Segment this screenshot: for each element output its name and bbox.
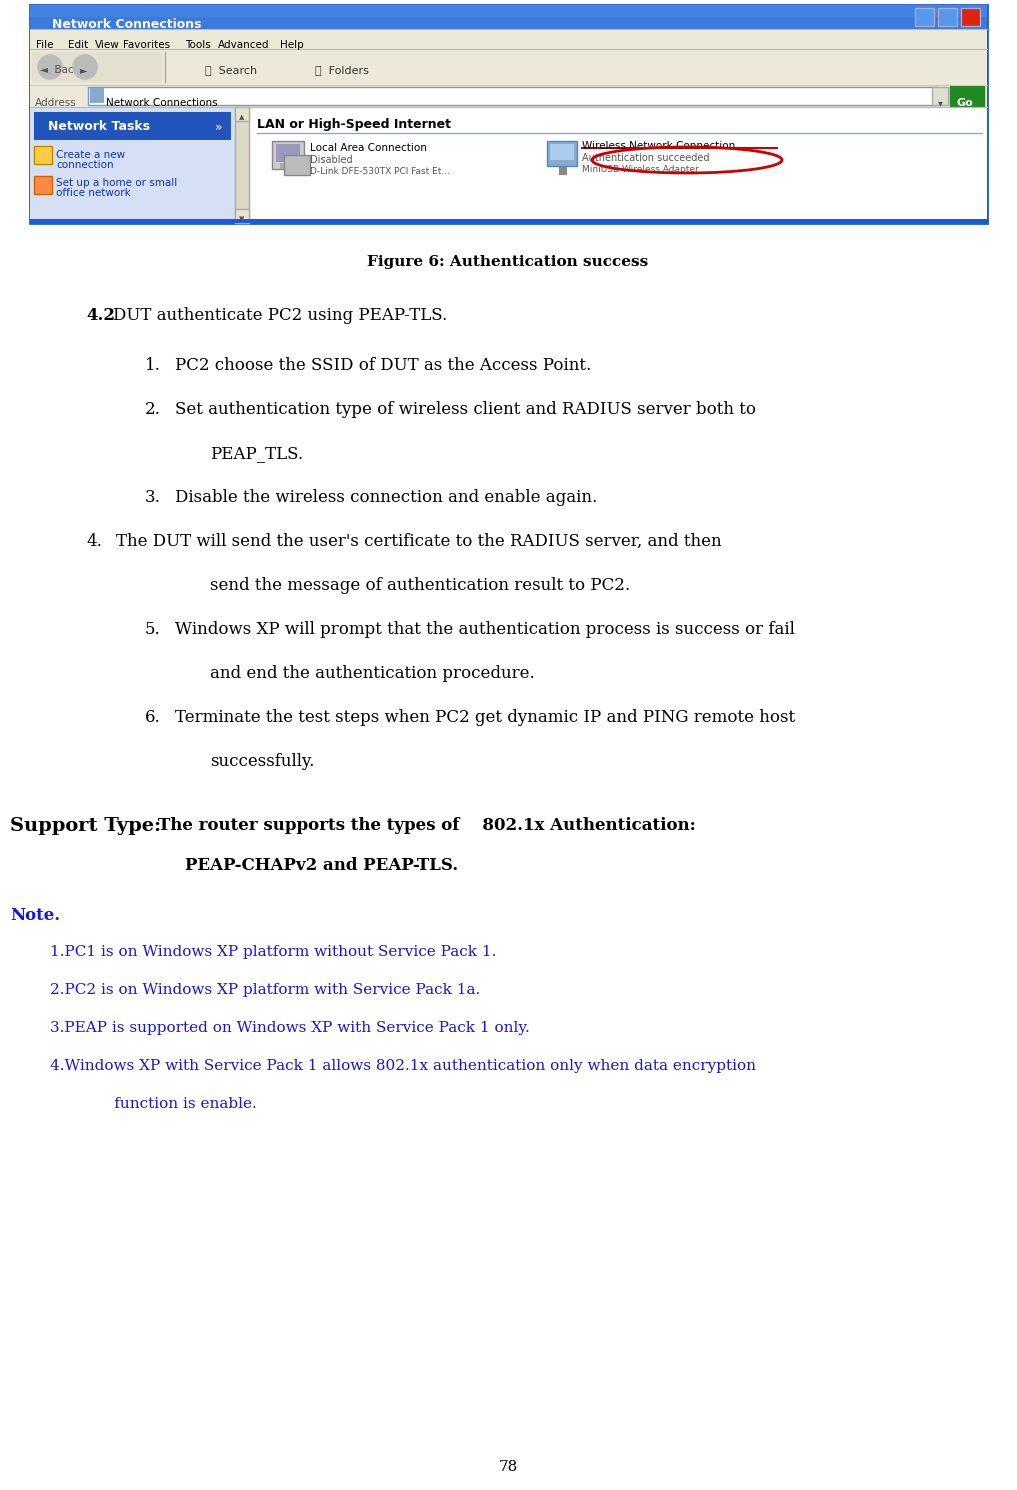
FancyBboxPatch shape	[29, 28, 988, 49]
Circle shape	[73, 55, 97, 79]
FancyBboxPatch shape	[950, 86, 984, 106]
FancyBboxPatch shape	[284, 155, 310, 174]
FancyBboxPatch shape	[29, 4, 988, 16]
Text: Help: Help	[280, 40, 304, 51]
Text: 1.PC1 is on Windows XP platform without Service Pack 1.: 1.PC1 is on Windows XP platform without …	[50, 945, 496, 960]
Text: 4.: 4.	[86, 533, 102, 550]
FancyBboxPatch shape	[280, 162, 296, 168]
FancyBboxPatch shape	[29, 85, 988, 107]
Text: Wireless Network Connection: Wireless Network Connection	[582, 142, 735, 150]
Text: Disabled: Disabled	[310, 155, 353, 165]
FancyBboxPatch shape	[89, 88, 104, 103]
Text: Advanced: Advanced	[218, 40, 270, 51]
Text: Go: Go	[957, 98, 973, 107]
Text: Terminate the test steps when PC2 get dynamic IP and PING remote host: Terminate the test steps when PC2 get dy…	[175, 709, 795, 726]
FancyBboxPatch shape	[29, 4, 988, 28]
FancyBboxPatch shape	[88, 86, 937, 104]
FancyBboxPatch shape	[932, 86, 948, 104]
Text: D-Link DFE-530TX PCI Fast Et...: D-Link DFE-530TX PCI Fast Et...	[310, 167, 450, 176]
Text: 78: 78	[498, 1460, 518, 1474]
FancyBboxPatch shape	[947, 28, 988, 49]
FancyBboxPatch shape	[276, 145, 300, 162]
FancyBboxPatch shape	[550, 145, 574, 159]
Text: MiniUSB Wireless Adapter: MiniUSB Wireless Adapter	[582, 165, 699, 174]
Text: ▼: ▼	[239, 216, 245, 222]
Text: PC2 choose the SSID of DUT as the Access Point.: PC2 choose the SSID of DUT as the Access…	[175, 358, 591, 374]
Text: ▲: ▲	[239, 115, 245, 121]
Text: Authentication succeeded: Authentication succeeded	[582, 153, 710, 162]
Text: send the message of authentication result to PC2.: send the message of authentication resul…	[210, 577, 631, 595]
FancyBboxPatch shape	[34, 146, 52, 164]
Text: 2.: 2.	[145, 401, 161, 419]
Text: Network Connections: Network Connections	[106, 98, 218, 107]
Text: ▾: ▾	[938, 98, 943, 107]
Text: 6.: 6.	[145, 709, 161, 726]
Text: function is enable.: function is enable.	[85, 1097, 256, 1112]
Text: PEAP-CHAPv2 and PEAP-TLS.: PEAP-CHAPv2 and PEAP-TLS.	[185, 857, 458, 875]
FancyBboxPatch shape	[961, 7, 980, 25]
Text: Support Type:: Support Type:	[10, 817, 168, 834]
FancyBboxPatch shape	[938, 7, 957, 25]
Text: connection: connection	[56, 159, 114, 170]
Text: The router supports the types of    802.1x Authentication:: The router supports the types of 802.1x …	[158, 817, 696, 834]
Text: 3.: 3.	[145, 489, 161, 507]
Text: Windows XP will prompt that the authentication process is success or fail: Windows XP will prompt that the authenti…	[175, 621, 795, 638]
Text: Edit: Edit	[68, 40, 88, 51]
Text: Disable the wireless connection and enable again.: Disable the wireless connection and enab…	[175, 489, 597, 507]
FancyBboxPatch shape	[547, 142, 577, 165]
Text: The DUT will send the user's certificate to the RADIUS server, and then: The DUT will send the user's certificate…	[116, 533, 722, 550]
FancyBboxPatch shape	[29, 49, 988, 85]
Text: ◄  Back: ◄ Back	[40, 66, 80, 75]
Text: Favorites: Favorites	[123, 40, 170, 51]
Circle shape	[38, 55, 62, 79]
Text: Address: Address	[35, 98, 76, 107]
Text: 3.PEAP is supported on Windows XP with Service Pack 1 only.: 3.PEAP is supported on Windows XP with S…	[50, 1021, 530, 1036]
Text: Local Area Connection: Local Area Connection	[310, 143, 427, 153]
FancyBboxPatch shape	[34, 112, 231, 140]
FancyBboxPatch shape	[32, 52, 162, 82]
Text: Set up a home or small: Set up a home or small	[56, 177, 177, 188]
FancyBboxPatch shape	[34, 176, 52, 194]
Text: DUT authenticate PC2 using PEAP-TLS.: DUT authenticate PC2 using PEAP-TLS.	[113, 307, 447, 323]
Text: and end the authentication procedure.: and end the authentication procedure.	[210, 665, 535, 682]
Text: Network Connections: Network Connections	[52, 18, 201, 30]
Text: Note.: Note.	[10, 907, 60, 924]
Text: Figure 6: Authentication success: Figure 6: Authentication success	[367, 255, 649, 270]
Text: ►: ►	[80, 66, 87, 75]
Text: 5.: 5.	[145, 621, 161, 638]
Text: PEAP_TLS.: PEAP_TLS.	[210, 446, 303, 462]
FancyBboxPatch shape	[29, 107, 235, 224]
FancyBboxPatch shape	[559, 167, 567, 174]
FancyBboxPatch shape	[272, 142, 304, 168]
Text: View: View	[95, 40, 120, 51]
FancyBboxPatch shape	[29, 219, 988, 224]
Text: office network: office network	[56, 188, 131, 198]
Text: File: File	[36, 40, 54, 51]
FancyBboxPatch shape	[915, 7, 934, 25]
FancyBboxPatch shape	[29, 107, 988, 224]
Text: Network Tasks: Network Tasks	[48, 121, 149, 134]
Text: LAN or High-Speed Internet: LAN or High-Speed Internet	[257, 118, 451, 131]
FancyBboxPatch shape	[235, 209, 249, 224]
Text: 2.PC2 is on Windows XP platform with Service Pack 1a.: 2.PC2 is on Windows XP platform with Ser…	[50, 983, 480, 997]
Text: 🔍  Search: 🔍 Search	[205, 66, 257, 75]
Text: 📁  Folders: 📁 Folders	[315, 66, 369, 75]
FancyBboxPatch shape	[235, 107, 249, 121]
Text: »: »	[215, 121, 223, 134]
FancyBboxPatch shape	[235, 107, 249, 224]
Text: 4.2: 4.2	[86, 307, 115, 323]
Text: 4.Windows XP with Service Pack 1 allows 802.1x authentication only when data enc: 4.Windows XP with Service Pack 1 allows …	[50, 1059, 756, 1073]
Text: Set authentication type of wireless client and RADIUS server both to: Set authentication type of wireless clie…	[175, 401, 756, 419]
Text: Create a new: Create a new	[56, 150, 125, 159]
Text: 1.: 1.	[145, 358, 161, 374]
Text: Tools: Tools	[185, 40, 211, 51]
FancyBboxPatch shape	[29, 4, 988, 224]
Text: successfully.: successfully.	[210, 752, 314, 770]
